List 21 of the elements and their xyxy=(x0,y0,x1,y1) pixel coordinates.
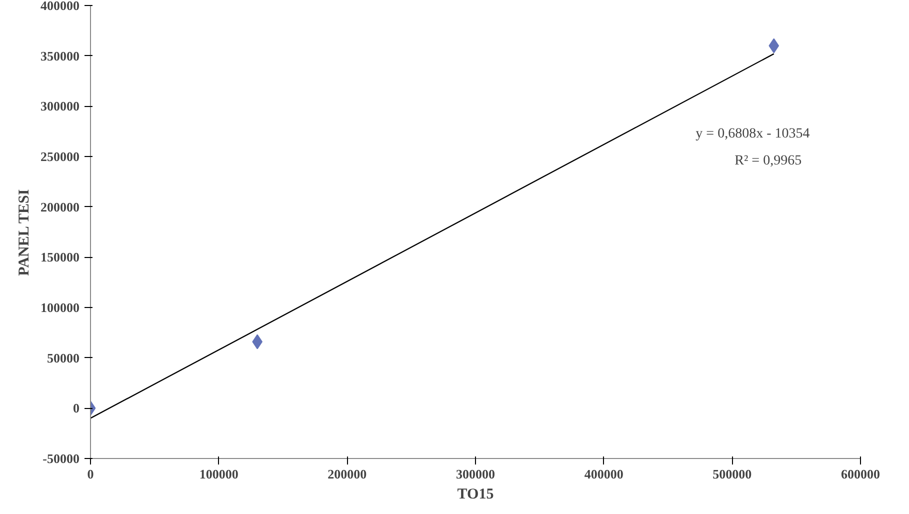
x-tick-label: 0 xyxy=(87,466,94,482)
y-tick-label: 250000 xyxy=(40,149,80,164)
x-axis-title: TO15 xyxy=(457,486,494,502)
annotation: y = 0,6808x - 10354 xyxy=(696,126,810,142)
x-tick-label: 300000 xyxy=(456,466,495,482)
y-tick-label: 0 xyxy=(73,400,80,416)
y-tick-label: 350000 xyxy=(40,48,80,64)
x-tick-label: 500000 xyxy=(712,466,752,482)
x-tick-label: 200000 xyxy=(328,466,367,482)
y-tick-label: 150000 xyxy=(40,250,80,265)
annotation: R² = 0,9965 xyxy=(734,154,802,169)
y-tick-label: 50000 xyxy=(47,350,80,366)
y-tick-label: 300000 xyxy=(40,98,80,114)
x-tick-label: 400000 xyxy=(584,466,624,482)
x-tick-label: 100000 xyxy=(199,466,238,482)
y-tick-label: -50000 xyxy=(42,451,80,466)
y-tick-label: 200000 xyxy=(40,199,80,214)
y-tick-label: 400000 xyxy=(40,0,80,13)
x-tick-label: 600000 xyxy=(841,466,880,482)
y-tick-label: 100000 xyxy=(40,300,80,315)
y-axis-title: PANEL TESI xyxy=(16,189,32,276)
